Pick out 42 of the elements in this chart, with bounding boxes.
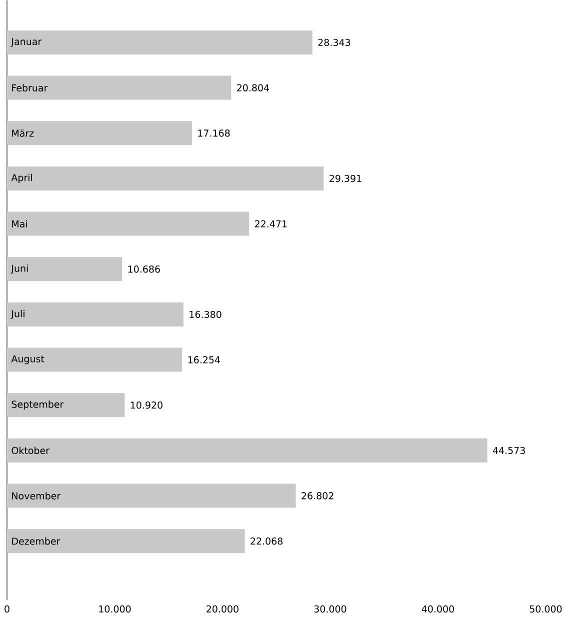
bar xyxy=(7,302,184,326)
bar xyxy=(7,438,488,462)
y-tick-label: August xyxy=(11,355,44,364)
data-label: 29.391 xyxy=(330,174,362,182)
data-label: 44.573 xyxy=(493,446,526,454)
x-tick-label: 30.000 xyxy=(314,605,346,613)
x-tick-label: 20.000 xyxy=(206,605,239,613)
data-label: 10.920 xyxy=(131,402,163,409)
x-tick-label: 0 xyxy=(4,605,10,613)
bar xyxy=(7,484,296,508)
bar xyxy=(7,212,250,236)
y-tick-label: Dezember xyxy=(12,537,60,545)
bar xyxy=(7,166,324,190)
y-tick-label: Mai xyxy=(12,220,28,228)
y-tick-label: Oktober xyxy=(12,446,50,454)
data-label: 22.471 xyxy=(255,220,287,228)
bar xyxy=(7,76,232,100)
data-label: 16.254 xyxy=(188,356,220,364)
data-label: 16.380 xyxy=(190,310,222,318)
data-label: 10.686 xyxy=(128,266,160,273)
data-label: 22.068 xyxy=(250,538,283,545)
y-tick-label: Februar xyxy=(12,84,48,92)
data-label: 17.168 xyxy=(198,130,230,137)
y-tick-label: November xyxy=(12,492,61,500)
data-label: 28.343 xyxy=(318,38,350,46)
y-tick-label: April xyxy=(11,174,32,184)
bar xyxy=(7,121,192,146)
bar xyxy=(7,348,182,372)
bar xyxy=(7,529,245,554)
y-tick-label: März xyxy=(12,129,34,137)
x-tick-label: 50.000 xyxy=(530,605,562,613)
data-label: 26.802 xyxy=(302,492,334,500)
bar xyxy=(7,393,125,418)
x-tick-label: 10.000 xyxy=(99,605,131,613)
x-tick-label: 40.000 xyxy=(422,605,454,613)
bar xyxy=(7,257,122,282)
y-tick-label: Januar xyxy=(10,38,42,47)
bar xyxy=(7,30,313,54)
y-tick-label: Juli xyxy=(10,310,25,319)
y-tick-label: Juni xyxy=(10,264,28,274)
y-tick-label: September xyxy=(12,400,64,410)
data-label: 20.804 xyxy=(237,84,270,92)
